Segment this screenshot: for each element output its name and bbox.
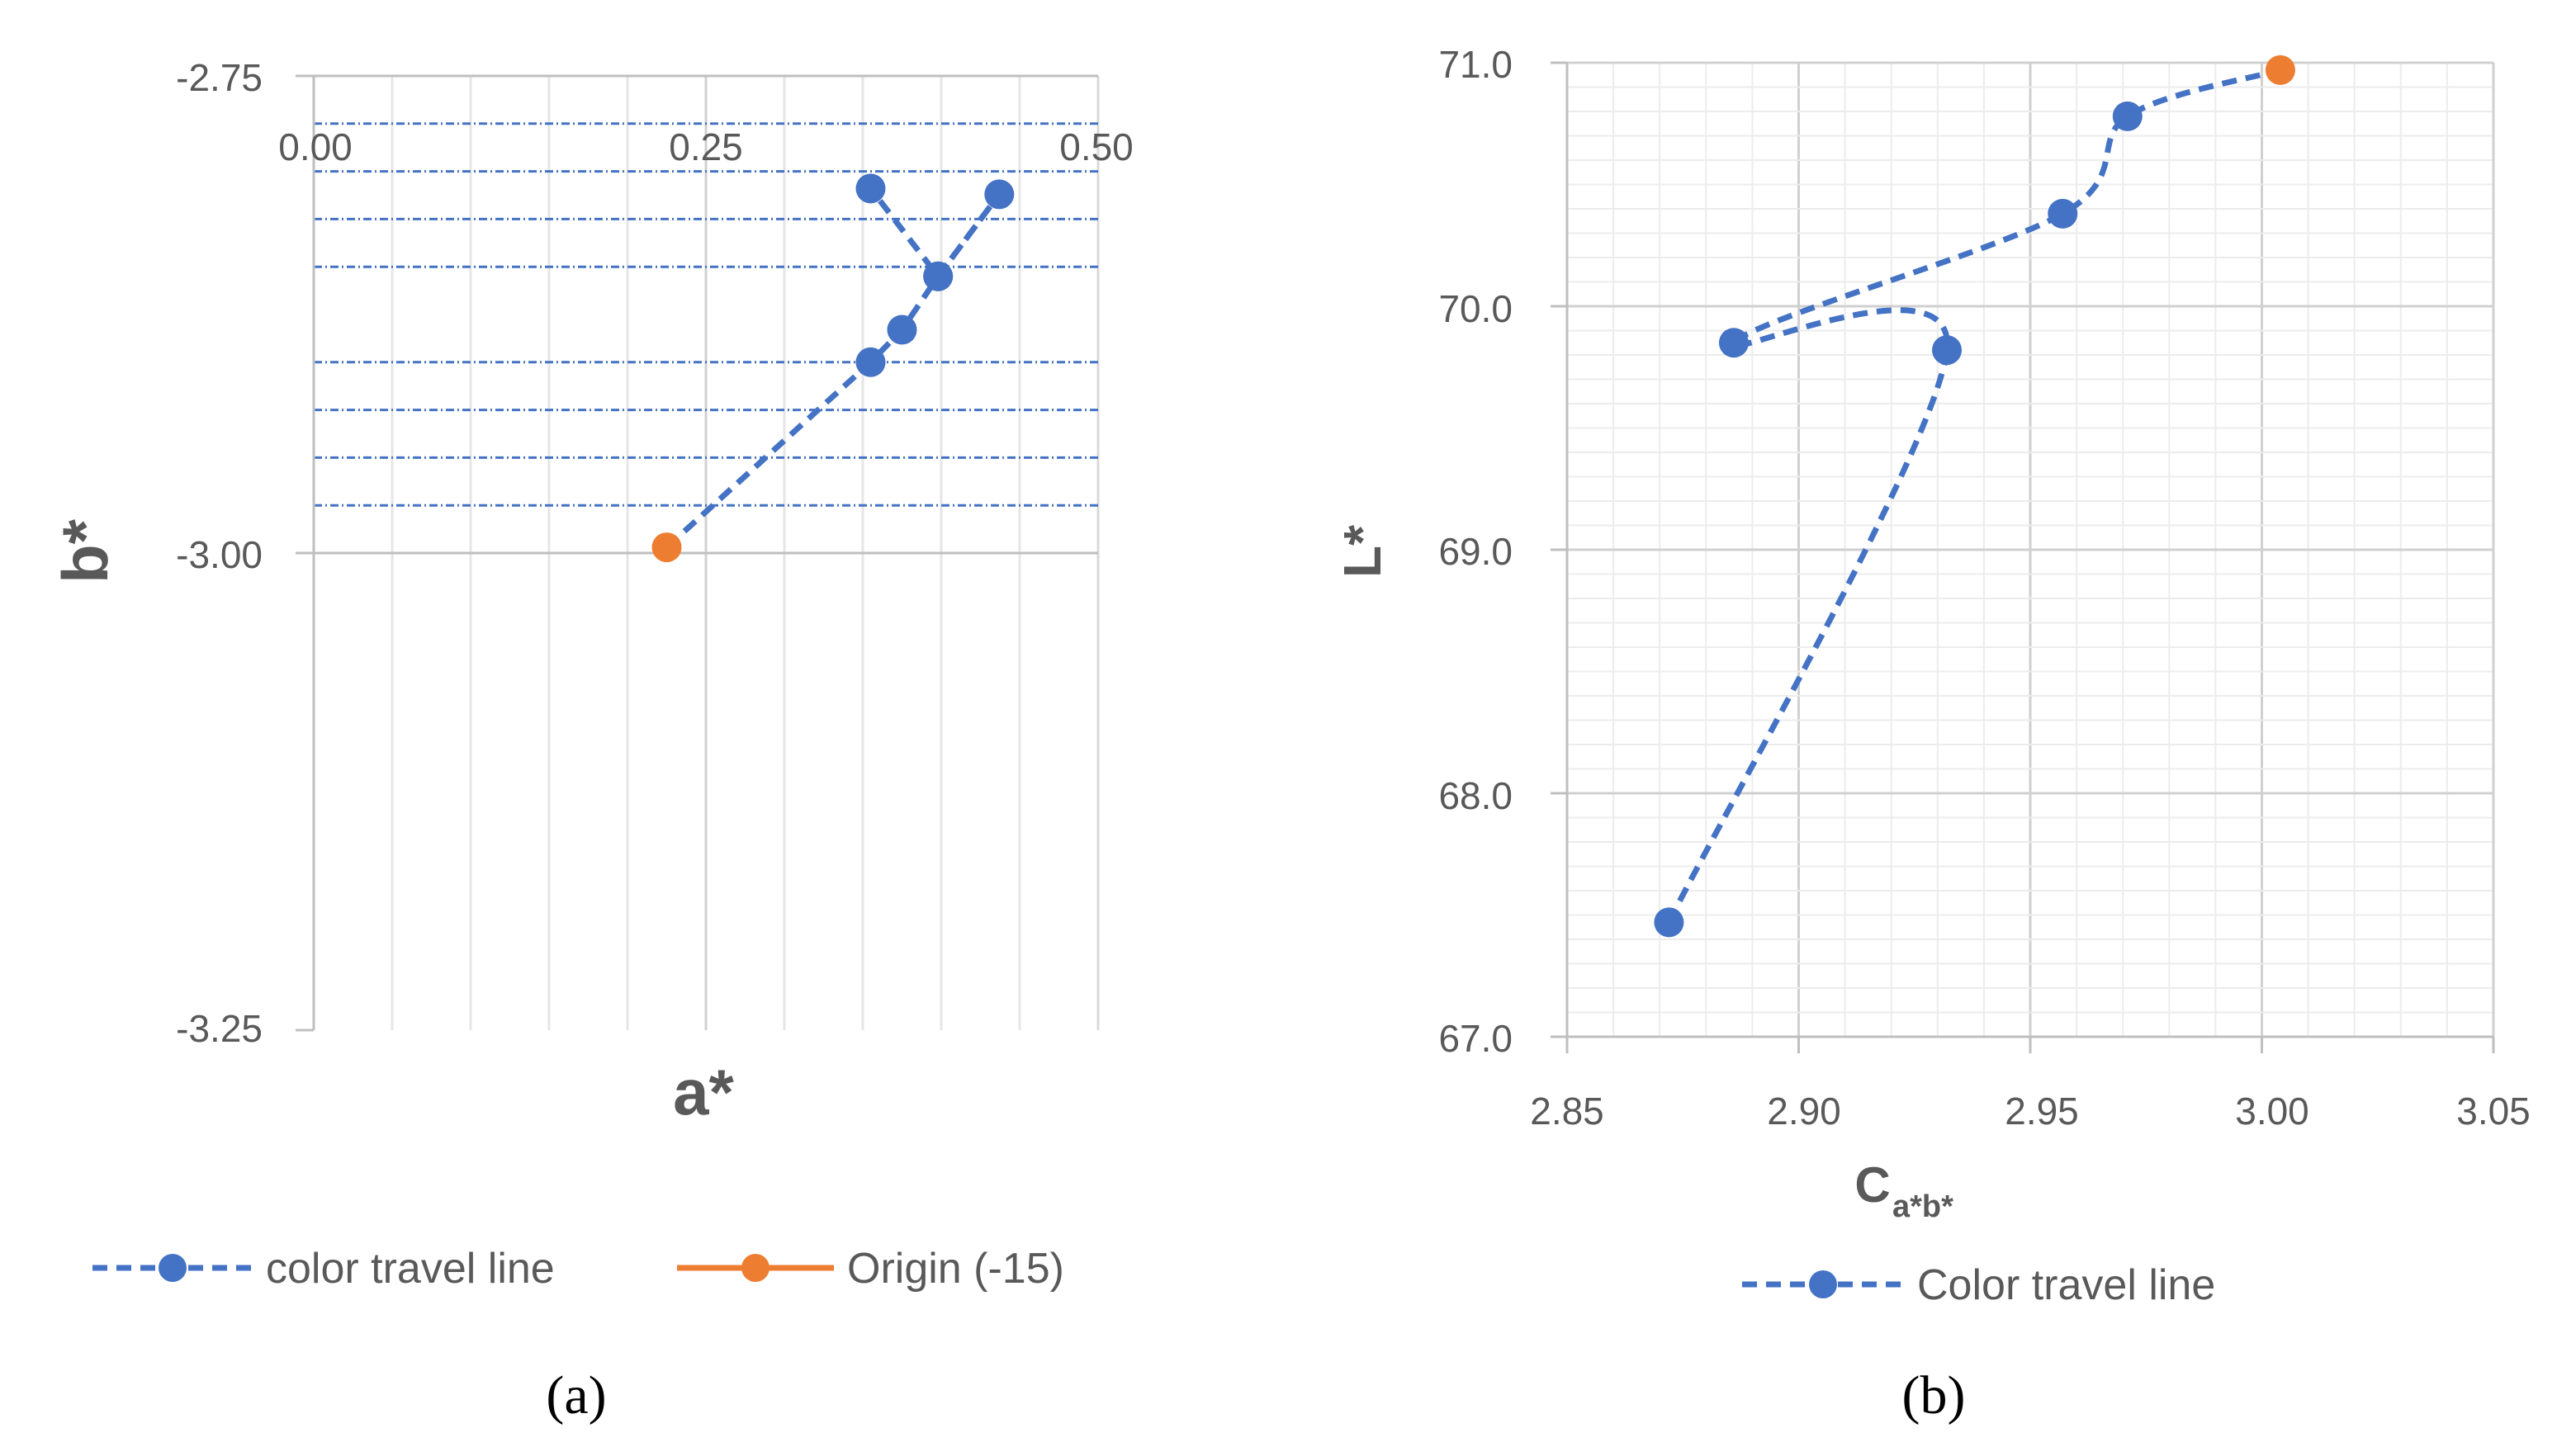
chart-a-xlabel: a* <box>673 1056 734 1128</box>
chart-b-travel-point <box>1932 335 1963 366</box>
chart-b-ytick-0: 71.0 <box>1438 43 1513 86</box>
chart-b-axes <box>1551 61 2495 1053</box>
chart-b-xlabel-subscript: a*b* <box>1892 1189 1953 1224</box>
chart-b-travel-point <box>2112 101 2143 131</box>
chart-b-travel-point <box>1718 328 1749 358</box>
chart-a-xtick-1: 0.25 <box>669 125 743 168</box>
chart-a-xtick-2: 0.50 <box>1059 125 1134 168</box>
legend-a-travel-swatch-marker <box>159 1254 187 1282</box>
chart-b-xlabel-main: C <box>1854 1157 1890 1213</box>
chart-b-xtick-0: 2.85 <box>1530 1090 1604 1133</box>
chart-b-gridlines <box>1567 61 2495 1037</box>
chart-a-travel-point <box>855 347 886 377</box>
chart-b-ylabel: L* <box>1333 525 1392 578</box>
chart-b-xtick-1: 2.90 <box>1767 1090 1841 1133</box>
chart-a-ytick-top: -2.75 <box>176 56 263 99</box>
chart-b-origin-point <box>2265 54 2295 85</box>
legend-a-origin-swatch-marker <box>741 1254 769 1282</box>
chart-b-ytick-3: 68.0 <box>1438 774 1513 817</box>
chart-a-ylabel: b* <box>49 518 121 584</box>
chart-b-xlabel: C a*b* <box>1854 1157 1953 1224</box>
chart-a-legend: color travel line Origin (-15) <box>92 1245 1064 1293</box>
chart-a-ytick-mid: -3.00 <box>176 533 263 576</box>
chart-b-ytick-4: 67.0 <box>1438 1017 1513 1060</box>
chart-b-legend: Color travel line <box>1742 1261 2215 1309</box>
chart-a-ytick-bottom: -3.25 <box>176 1007 263 1050</box>
chart-b-ytick-2: 69.0 <box>1438 530 1513 573</box>
chart-b-xtick-3: 3.00 <box>2235 1090 2309 1133</box>
panel-label-a: (a) <box>546 1365 606 1426</box>
chart-a-travel-point <box>887 314 917 345</box>
chart-a-travel-point <box>984 179 1015 210</box>
chart-b-travel-point <box>2048 198 2078 229</box>
panel-label-b: (b) <box>1902 1365 1966 1426</box>
chart-a-origin-point <box>651 532 682 563</box>
legend-a-travel-label: color travel line <box>266 1245 555 1293</box>
chart-b: 71.0 70.0 69.0 68.0 67.0 2.85 2.90 2.95 … <box>1333 43 2531 1426</box>
chart-a: -2.75 -3.00 -3.25 0.00 0.25 0.50 b* a* c… <box>49 56 1134 1426</box>
chart-b-xtick-4: 3.05 <box>2456 1090 2531 1133</box>
chart-a-travel-point <box>923 261 954 291</box>
chart-a-travel-point <box>855 173 886 204</box>
chart-a-axes <box>296 74 1098 1032</box>
legend-b-travel-label: Color travel line <box>1917 1261 2215 1309</box>
legend-a-origin-label: Origin (-15) <box>847 1245 1064 1293</box>
chart-b-ytick-1: 70.0 <box>1438 287 1513 330</box>
chart-a-series <box>651 173 1015 563</box>
chart-b-series <box>1654 54 2295 938</box>
chart-b-travel-line <box>1666 67 2281 924</box>
chart-a-travel-line <box>665 187 1002 550</box>
legend-b-travel-swatch-marker <box>1809 1270 1837 1298</box>
chart-a-xtick-0: 0.00 <box>278 125 353 168</box>
chart-b-travel-point <box>1654 907 1684 938</box>
chart-b-xtick-2: 2.95 <box>2005 1090 2079 1133</box>
